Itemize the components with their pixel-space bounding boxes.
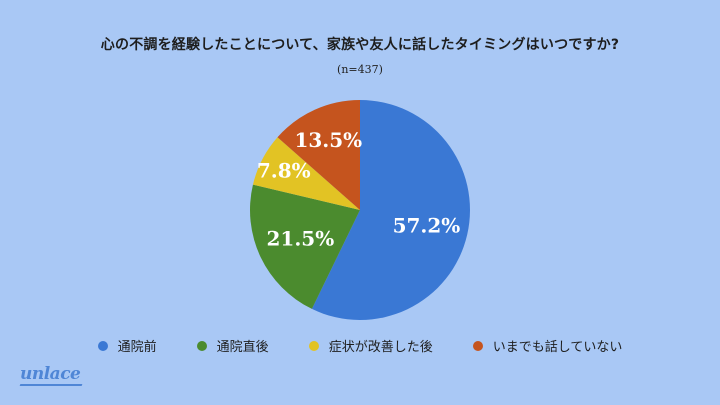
pie-slice-4 bbox=[277, 100, 360, 210]
pie-slice-1 bbox=[311, 100, 470, 320]
legend-marker bbox=[472, 340, 483, 351]
legend-marker bbox=[196, 340, 207, 351]
brand-logo: unlace bbox=[20, 364, 81, 384]
legend-item-3: 症状が改善した後 bbox=[308, 336, 433, 355]
legend-label: いまでも話していない bbox=[492, 340, 623, 355]
pie-slice-2 bbox=[250, 184, 360, 309]
legend-label: 通院前 bbox=[117, 340, 157, 355]
brand-logo-underline bbox=[19, 384, 83, 386]
legend-label: 症状が改善した後 bbox=[328, 340, 433, 355]
chart-subtitle: (n=437) bbox=[337, 63, 383, 76]
legend: 通院前 通院直後 症状が改善した後 いまでも話していない bbox=[0, 336, 720, 355]
legend-item-1: 通院前 bbox=[97, 336, 157, 355]
legend-item-2: 通院直後 bbox=[196, 336, 269, 355]
slice-label-4: 13.5% bbox=[294, 128, 362, 152]
slice-label-2: 21.5% bbox=[267, 226, 335, 250]
slice-label-3: 7.8% bbox=[257, 159, 311, 183]
legend-marker bbox=[97, 340, 108, 351]
slice-label-1: 57.2% bbox=[393, 213, 461, 237]
legend-item-4: いまでも話していない bbox=[472, 336, 623, 355]
chart-title: 心の不調を経験したことについて、家族や友人に話したタイミングはいつですか? bbox=[100, 37, 620, 53]
pie-slice-3 bbox=[252, 137, 360, 210]
legend-marker bbox=[308, 340, 319, 351]
legend-label: 通院直後 bbox=[216, 340, 269, 355]
